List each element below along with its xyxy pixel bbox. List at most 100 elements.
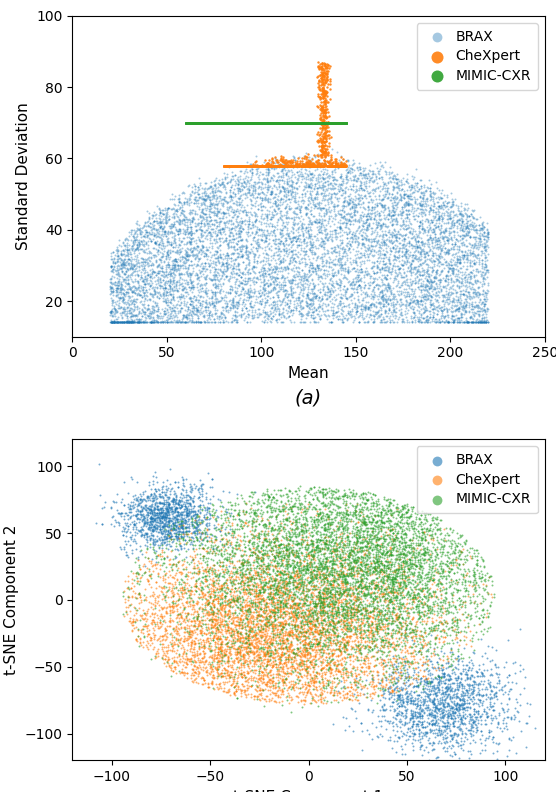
CheXpert xyxy=(169,622,178,634)
BRAX xyxy=(189,283,198,295)
CheXpert xyxy=(327,663,336,676)
BRAX xyxy=(421,269,430,282)
BRAX xyxy=(266,272,275,285)
BRAX xyxy=(504,743,513,756)
MIMIC-CXR xyxy=(326,563,335,576)
BRAX xyxy=(230,243,239,256)
BRAX xyxy=(227,311,236,324)
BRAX xyxy=(241,262,250,275)
MIMIC-CXR xyxy=(433,540,441,553)
BRAX xyxy=(323,166,332,179)
BRAX xyxy=(384,223,393,236)
BRAX xyxy=(224,287,232,299)
MIMIC-CXR xyxy=(277,116,286,129)
CheXpert xyxy=(299,610,307,623)
MIMIC-CXR xyxy=(295,116,304,129)
MIMIC-CXR xyxy=(215,116,224,129)
CheXpert xyxy=(354,643,363,656)
CheXpert xyxy=(419,588,428,600)
MIMIC-CXR xyxy=(331,503,340,516)
MIMIC-CXR xyxy=(358,531,367,543)
CheXpert xyxy=(192,645,201,657)
MIMIC-CXR xyxy=(355,510,364,523)
BRAX xyxy=(258,168,267,181)
BRAX xyxy=(358,238,366,250)
MIMIC-CXR xyxy=(319,523,328,535)
MIMIC-CXR xyxy=(315,593,324,606)
BRAX xyxy=(466,728,475,741)
CheXpert xyxy=(462,638,471,650)
MIMIC-CXR xyxy=(205,116,214,129)
BRAX xyxy=(143,310,152,322)
CheXpert xyxy=(217,582,226,595)
BRAX xyxy=(321,185,330,197)
BRAX xyxy=(480,240,489,253)
MIMIC-CXR xyxy=(188,116,197,129)
MIMIC-CXR xyxy=(326,593,335,606)
CheXpert xyxy=(230,625,239,638)
BRAX xyxy=(426,279,435,291)
MIMIC-CXR xyxy=(206,591,215,604)
MIMIC-CXR xyxy=(275,539,284,551)
BRAX xyxy=(193,518,202,531)
CheXpert xyxy=(206,591,215,604)
MIMIC-CXR xyxy=(316,589,325,602)
CheXpert xyxy=(163,601,172,614)
BRAX xyxy=(306,191,315,204)
CheXpert xyxy=(281,159,290,172)
BRAX xyxy=(229,302,238,314)
BRAX xyxy=(115,268,123,280)
CheXpert xyxy=(287,594,296,607)
BRAX xyxy=(390,711,399,724)
MIMIC-CXR xyxy=(394,562,403,575)
CheXpert xyxy=(403,571,411,584)
MIMIC-CXR xyxy=(198,575,207,588)
BRAX xyxy=(419,684,428,697)
BRAX xyxy=(174,212,183,225)
BRAX xyxy=(403,665,412,678)
MIMIC-CXR xyxy=(403,503,412,516)
CheXpert xyxy=(269,589,277,602)
CheXpert xyxy=(239,159,248,172)
BRAX xyxy=(376,205,385,218)
BRAX xyxy=(353,213,362,226)
MIMIC-CXR xyxy=(200,116,209,129)
BRAX xyxy=(302,296,311,309)
BRAX xyxy=(239,256,248,268)
MIMIC-CXR xyxy=(302,584,311,597)
MIMIC-CXR xyxy=(324,530,333,543)
CheXpert xyxy=(212,568,221,581)
BRAX xyxy=(232,203,241,215)
CheXpert xyxy=(192,623,201,635)
CheXpert xyxy=(378,657,387,670)
CheXpert xyxy=(171,599,180,611)
CheXpert xyxy=(234,592,242,604)
MIMIC-CXR xyxy=(401,623,410,636)
CheXpert xyxy=(322,74,331,86)
BRAX xyxy=(377,316,386,329)
MIMIC-CXR xyxy=(192,580,201,592)
CheXpert xyxy=(356,505,365,518)
MIMIC-CXR xyxy=(418,605,426,618)
BRAX xyxy=(389,182,398,195)
BRAX xyxy=(296,316,305,329)
CheXpert xyxy=(241,637,250,649)
MIMIC-CXR xyxy=(331,590,340,603)
BRAX xyxy=(176,302,185,314)
BRAX xyxy=(131,242,140,255)
BRAX xyxy=(186,221,195,234)
BRAX xyxy=(438,240,447,253)
CheXpert xyxy=(353,623,361,635)
MIMIC-CXR xyxy=(327,116,336,129)
BRAX xyxy=(375,196,384,209)
BRAX xyxy=(181,212,190,225)
BRAX xyxy=(167,230,176,243)
BRAX xyxy=(182,197,191,210)
BRAX xyxy=(433,695,442,707)
MIMIC-CXR xyxy=(301,116,310,129)
BRAX xyxy=(480,297,489,310)
BRAX xyxy=(468,729,477,741)
BRAX xyxy=(200,316,209,329)
CheXpert xyxy=(246,609,255,622)
BRAX xyxy=(470,757,479,770)
